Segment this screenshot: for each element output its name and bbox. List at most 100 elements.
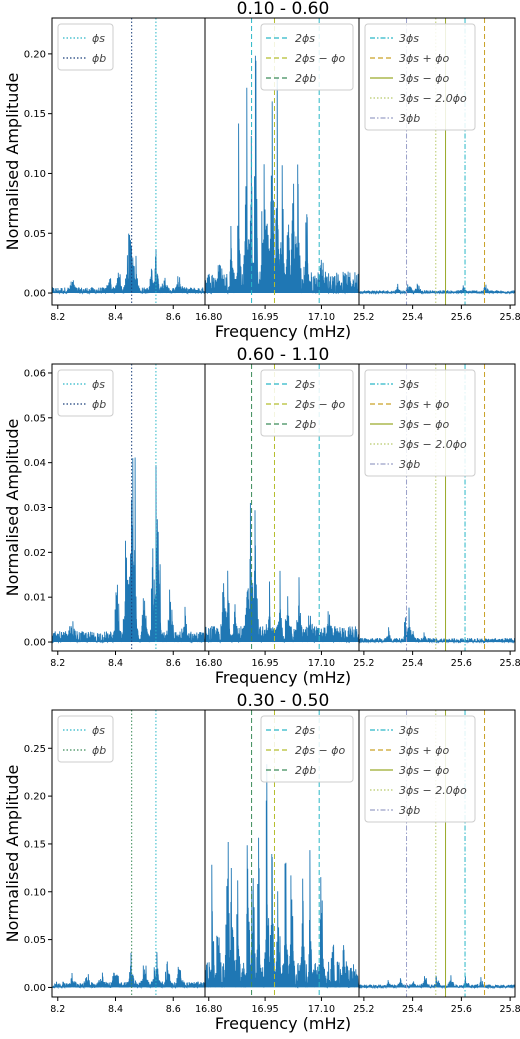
legend-label: 2ϕb [295,418,316,431]
legend-label: 2ϕb [295,72,316,85]
legend-label: 2ϕs [295,724,315,737]
legend-label: 2ϕs − ϕo [295,744,345,757]
x-tick-label: 8.6 [166,1004,181,1015]
legend-label: ϕb [92,52,106,65]
x-tick-label: 8.4 [108,1004,123,1015]
legend: ϕs ϕb [57,715,114,763]
y-tick-label: 0.20 [24,792,46,803]
legend: 2ϕs 2ϕs − ϕo 2ϕb [260,369,354,437]
legend-label: 2ϕs [295,378,315,391]
legend-label: 2ϕs − ϕo [295,398,345,411]
y-axis-label: Normalised Amplitude [3,73,22,251]
legend-box [364,369,476,477]
y-tick-label: 0.15 [24,839,46,850]
legend-box [364,23,476,131]
panel-1: 8.2 8.4 8.6 ϕs ϕb [50,363,206,669]
legend-label: 3ϕs − 2.0ϕo [399,438,467,451]
y-tick-label: 0.20 [24,49,46,60]
x-tick-label: 16.80 [195,658,222,669]
legend-box [57,715,114,763]
legend-label: 2ϕs [295,32,315,45]
x-tick-label: 8.2 [50,1004,65,1015]
x-tick-label: 25.2 [353,658,374,669]
spectrum-series [51,457,206,644]
y-tick-label: 0.04 [24,458,46,469]
legend-label: ϕs [92,724,105,737]
y-tick-label: 0.05 [24,935,46,946]
y-tick-label: 0.02 [24,548,46,559]
spectrum-series [358,607,516,644]
legend-label: 3ϕs − ϕo [399,418,449,431]
x-tick-label: 25.8 [500,312,520,323]
x-tick-label: 17.10 [308,1004,335,1015]
spectrum-series [51,952,206,990]
legend-label: ϕs [92,378,105,391]
y-tick-label: 0.00 [24,638,46,649]
chart-title: 0.30 - 0.50 [237,691,330,711]
panel-1: 8.2 8.4 8.6 ϕs ϕb [50,709,206,1015]
x-tick-label: 25.8 [500,1004,520,1015]
spectrum-series [204,502,360,644]
legend-label: ϕb [92,398,106,411]
legend-box [57,23,114,71]
chart-title: 0.10 - 0.60 [237,0,330,19]
y-tick-label: 0.05 [24,413,46,424]
legend-label: ϕb [92,744,106,757]
panel-3: 25.2 25.4 25.6 25.8 3ϕs 3ϕs + ϕo 3ϕs − ϕo 3ϕs −… [353,709,520,1015]
panel-3: 25.2 25.4 25.6 25.8 3ϕs 3ϕs + ϕo 3ϕs − ϕo 3ϕs −… [353,363,520,669]
panel-2: 16.80 16.95 17.10 2ϕs 2ϕs − ϕo 2ϕb [195,363,360,669]
x-tick-label: 25.4 [402,312,423,323]
legend: 3ϕs 3ϕs + ϕo 3ϕs − ϕo 3ϕs − 2.0ϕo 3ϕb [364,715,476,823]
panel-frame [358,363,516,652]
spectrum-series [204,764,360,989]
x-tick-label: 16.95 [251,658,278,669]
x-tick-label: 25.2 [353,1004,374,1015]
y-tick-label: 0.05 [24,229,46,240]
y-tick-label: 0.00 [24,983,46,994]
x-tick-label: 25.6 [451,1004,472,1015]
legend-label: 3ϕs [399,378,419,391]
x-axis-label: Frequency (mHz) [215,668,351,687]
panel-2: 16.80 16.95 17.10 2ϕs 2ϕs − ϕo 2ϕb [195,17,360,323]
y-tick-label: 0.15 [24,109,46,120]
legend-label: 3ϕs − ϕo [399,764,449,777]
legend-label: 3ϕs − 2.0ϕo [399,92,467,105]
legend: ϕs ϕb [57,369,114,417]
legend-label: 3ϕs [399,724,419,737]
legend-label: 3ϕs + ϕo [399,52,449,65]
legend-label: 2ϕs − ϕo [295,52,345,65]
legend-label: 2ϕb [295,764,316,777]
y-tick-label: 0.25 [24,744,46,755]
y-tick-label: 0.06 [24,368,46,379]
legend-label: 3ϕb [399,804,420,817]
x-tick-label: 17.10 [308,312,335,323]
chart-1: 0.10 - 0.60 Normalised Amplitude 0.00 0.05 0… [3,0,520,341]
y-axis-label: Normalised Amplitude [3,419,22,597]
y-tick-label: 0.00 [24,289,46,300]
y-axis-label: Normalised Amplitude [3,765,22,943]
x-tick-label: 8.2 [50,312,65,323]
panel-3: 25.2 25.4 25.6 25.8 3ϕs 3ϕs + ϕo 3ϕs − ϕo 3ϕs −… [353,17,520,323]
legend-box [57,369,114,417]
x-tick-label: 8.4 [108,312,123,323]
legend: ϕs ϕb [57,23,114,71]
x-tick-label: 16.80 [195,1004,222,1015]
panel-1: 8.2 8.4 8.6 ϕs ϕb [50,17,206,323]
legend-label: 3ϕb [399,458,420,471]
x-axis-label: Frequency (mHz) [215,1014,351,1033]
panel-2: 16.80 16.95 17.10 2ϕs 2ϕs − ϕo 2ϕb [195,709,360,1015]
spectrum-series [51,233,206,295]
legend-label: 3ϕs [399,32,419,45]
x-axis-label: Frequency (mHz) [215,322,351,341]
x-tick-label: 25.4 [402,658,423,669]
legend-box [364,715,476,823]
legend-box [260,715,354,783]
x-tick-label: 8.6 [166,658,181,669]
x-tick-label: 8.6 [166,312,181,323]
spectrum-series [358,975,516,990]
x-tick-label: 25.6 [451,658,472,669]
legend-box [260,23,354,91]
legend-label: 3ϕs − ϕo [399,72,449,85]
panel-frame [358,17,516,306]
